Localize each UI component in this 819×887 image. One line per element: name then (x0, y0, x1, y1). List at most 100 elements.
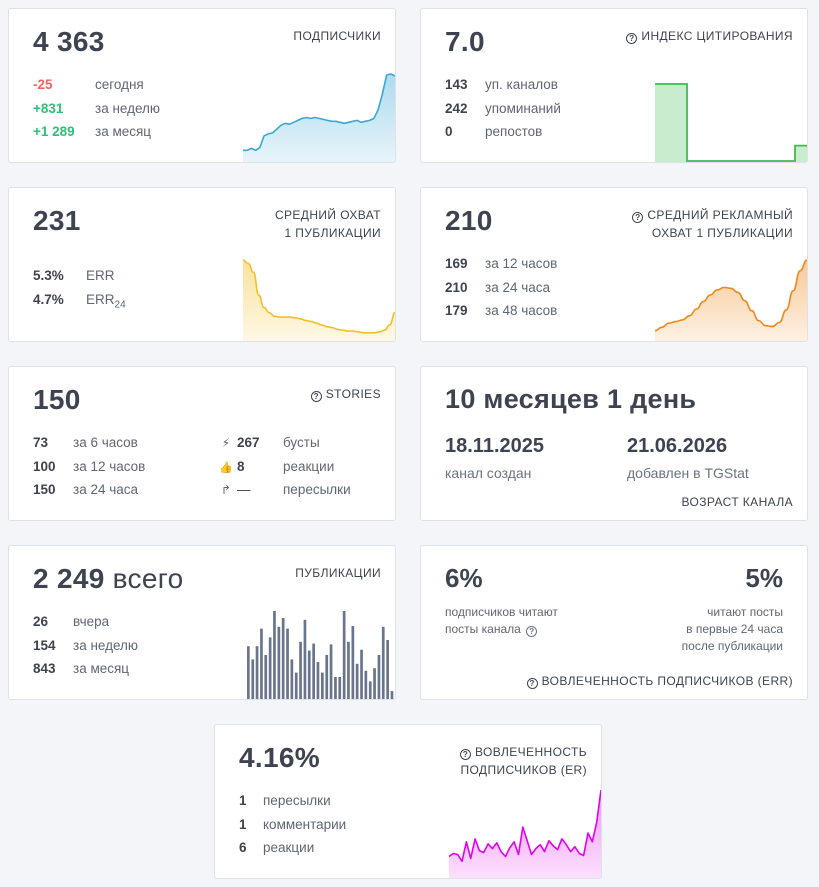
ad-reach-sparkline (655, 259, 807, 341)
er-rows: 1 пересылки 1 комментарии 6 реакции (239, 793, 346, 864)
list-item: 👍 8 реакции (219, 458, 335, 474)
publications-title: ПУБЛИКАЦИИ (295, 566, 381, 580)
bar (299, 641, 302, 699)
bar (290, 659, 294, 699)
list-item: 242 упоминаний (445, 100, 561, 116)
bar (381, 626, 385, 699)
list-item: 210 за 24 часа (445, 279, 551, 295)
list-item: -25 сегодня (33, 77, 144, 92)
list-item: +1 289 за месяц (33, 124, 152, 139)
bar (307, 650, 311, 699)
list-item: 179 за 48 часов (445, 303, 558, 318)
card-er[interactable]: 4.16% ? ВОВЛЕЧЕННОСТЬ ПОДПИСЧИКОВ (ER) 1 пе… (214, 724, 602, 879)
lightning-icon: ⚡ (221, 436, 231, 450)
bar (316, 662, 320, 699)
bar (386, 640, 389, 699)
er-title: ? ВОВЛЕЧЕННОСТЬ ПОДПИСЧИКОВ (ER) (459, 745, 587, 777)
publications-bar-chart (247, 611, 394, 699)
list-item: +831 за неделю (33, 100, 161, 116)
bar (364, 670, 368, 699)
sparkline-line (449, 789, 601, 863)
bar (347, 641, 350, 699)
err-left-label: подписчиков читают посты канала ? (445, 605, 558, 637)
bar (351, 626, 355, 699)
list-item: 5.3% ERR (33, 268, 115, 283)
bar (247, 646, 250, 699)
bar (273, 611, 276, 699)
card-publications[interactable]: 2 249 всего ПУБЛИКАЦИИ 26 вчера 154 за нед… (8, 545, 396, 700)
bar (390, 691, 394, 699)
list-item: 154 за неделю (33, 637, 139, 653)
list-item: 169 за 12 часов (445, 256, 558, 271)
channel-age-title: ВОЗРАСТ КАНАЛА (681, 495, 793, 509)
sparkline-line (655, 83, 807, 162)
subscribers-title: ПОДПИСЧИКИ (293, 29, 381, 43)
list-item: 1 пересылки (239, 793, 331, 808)
thumbs-up-icon: 👍 (219, 461, 233, 474)
card-stories[interactable]: 150 ? STORIES 73 за 6 часов 100 за 12 часов… (8, 366, 396, 521)
list-item: 73 за 6 часов (33, 435, 138, 450)
question-icon[interactable]: ? (632, 212, 644, 223)
card-subscribers[interactable]: 4 363 ПОДПИСЧИКИ -25 сегодня +831 за недел… (8, 8, 396, 163)
stories-rows: 73 за 6 часов 100 за 12 часов 150 за 24 час… (33, 435, 145, 506)
bar (264, 655, 268, 699)
publications-total: 2 249 всего (33, 563, 184, 594)
created-date: 18.11.2025 (445, 435, 544, 457)
publications-rows: 26 вчера 154 за неделю 843 за месяц (33, 614, 138, 685)
citation-index-value: 7.0 (445, 26, 485, 57)
sparkline-area (655, 260, 807, 341)
created-label: канал создан (445, 465, 532, 481)
card-citation-index[interactable]: 7.0 ? ИНДЕКС ЦИТИРОВАНИЯ 143 уп. каналов 2… (420, 8, 808, 163)
sparkline-area (243, 74, 395, 162)
bar (303, 619, 307, 699)
card-ad-reach[interactable]: 210 ? СРЕДНИЙ РЕКЛАМНЫЙ ОХВАТ 1 ПУБЛИКАЦИИ… (420, 187, 808, 342)
sparkline-line (243, 259, 395, 334)
stories-title: ? STORIES (310, 385, 381, 403)
list-item: 0 репостов (445, 124, 543, 139)
bar (329, 644, 333, 699)
list-item: 100 за 12 часов (33, 458, 146, 474)
bar (342, 611, 346, 699)
list-item: 143 уп. каналов (445, 77, 558, 92)
bar (260, 628, 263, 699)
added-date: 21.06.2026 (627, 435, 728, 457)
ad-reach-rows: 169 за 12 часов 210 за 24 часа 179 за 48 ча… (445, 256, 557, 327)
avg-reach-title: СРЕДНИЙ ОХВАТ 1 ПУБЛИКАЦИИ (274, 208, 381, 240)
err-title: ? ВОВЛЕЧЕННОСТЬ ПОДПИСЧИКОВ (ERR) (526, 672, 793, 690)
er-value: 4.16% (239, 742, 320, 773)
card-avg-reach[interactable]: 231 СРЕДНИЙ ОХВАТ 1 ПУБЛИКАЦИИ 5.3% ERR 4.… (8, 187, 396, 342)
bar (321, 672, 324, 699)
err-right-value: 5% (745, 563, 783, 593)
bar (325, 655, 329, 699)
subscribers-rows: -25 сегодня +831 за неделю +1 289 за месяц (33, 77, 160, 148)
bar (294, 672, 298, 699)
question-icon[interactable]: ? (310, 391, 322, 402)
sparkline-line (243, 73, 395, 152)
ad-reach-title: ? СРЕДНИЙ РЕКЛАМНЫЙ ОХВАТ 1 ПУБЛИКАЦИИ (632, 206, 793, 242)
bar (286, 628, 289, 699)
sparkline-line (655, 259, 807, 332)
card-channel-age[interactable]: 10 месяцев 1 день 18.11.2025 канал созда… (420, 366, 808, 521)
bar (373, 668, 376, 699)
list-item: 1 комментарии (239, 816, 347, 832)
list-item: 4.7% ERR24 (33, 291, 126, 311)
sparkline-area (655, 84, 807, 162)
question-icon[interactable]: ? (459, 749, 471, 760)
question-icon[interactable]: ? (526, 626, 538, 637)
er-sparkline (449, 789, 601, 878)
avg-reach-sparkline (243, 259, 395, 341)
card-err[interactable]: 6% подписчиков читают посты канала ? 5% … (420, 545, 808, 700)
list-item: ↱ — пересылки (220, 482, 351, 497)
err-right-label: читают посты в первые 24 часа после публ… (681, 605, 783, 653)
bar (268, 637, 272, 699)
bar (377, 655, 381, 699)
channel-age-value: 10 месяцев 1 день (445, 384, 697, 414)
bar (355, 663, 359, 699)
question-icon[interactable]: ? (526, 678, 538, 689)
subscribers-count: 4 363 (33, 26, 105, 57)
bar (338, 677, 342, 699)
stories-value: 150 (33, 384, 81, 415)
question-icon[interactable]: ? (626, 33, 638, 44)
added-label: добавлен в TGStat (627, 465, 749, 481)
citation-sparkline (655, 83, 807, 162)
